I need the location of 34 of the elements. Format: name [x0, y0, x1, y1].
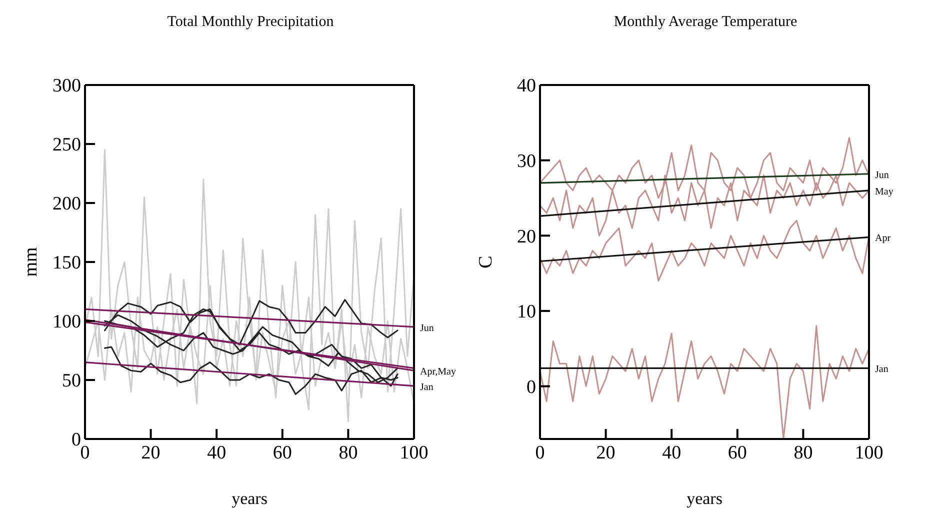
- y-tick-label: 40: [517, 76, 536, 97]
- y-tick-label: 150: [52, 252, 81, 274]
- series-label: Jun: [875, 170, 889, 181]
- x-tick-label: 20: [596, 442, 616, 464]
- y-tick-label: 100: [52, 312, 81, 333]
- x-tick-label: 40: [207, 442, 226, 464]
- x-axis-title: years: [232, 489, 268, 508]
- x-tick-label: 40: [662, 442, 682, 464]
- series-label: Jan: [420, 382, 434, 393]
- series-label: May: [875, 186, 894, 198]
- x-tick-label: 20: [141, 442, 160, 464]
- y-axis-title: C: [476, 256, 497, 268]
- y-tick-label: 20: [517, 226, 536, 248]
- y-axis-title: mm: [20, 247, 42, 277]
- x-tick-label: 80: [338, 442, 358, 464]
- y-tick-label: 0: [526, 377, 536, 398]
- series-label: Jun: [420, 322, 434, 334]
- y-tick-label: 200: [52, 194, 81, 215]
- y-tick-label: 250: [52, 134, 81, 156]
- x-axis-title: years: [686, 489, 722, 508]
- x-tick-label: 60: [728, 442, 747, 464]
- y-tick-label: 30: [517, 151, 536, 172]
- series-label: Apr,May: [420, 366, 456, 378]
- x-tick-label: 100: [854, 442, 884, 464]
- chart-title: Total Monthly Precipitation: [166, 13, 335, 32]
- x-tick-label: 60: [272, 442, 292, 464]
- x-tick-label: 80: [794, 442, 813, 464]
- series-label: Apr: [875, 233, 892, 244]
- x-tick-label: 100: [400, 442, 428, 464]
- series-label: Jan: [875, 364, 888, 376]
- y-tick-label: 50: [62, 370, 81, 392]
- y-tick-label: 10: [517, 302, 536, 323]
- chart-title: Monthly Average Temperature: [612, 13, 798, 32]
- y-tick-label: 300: [52, 76, 81, 97]
